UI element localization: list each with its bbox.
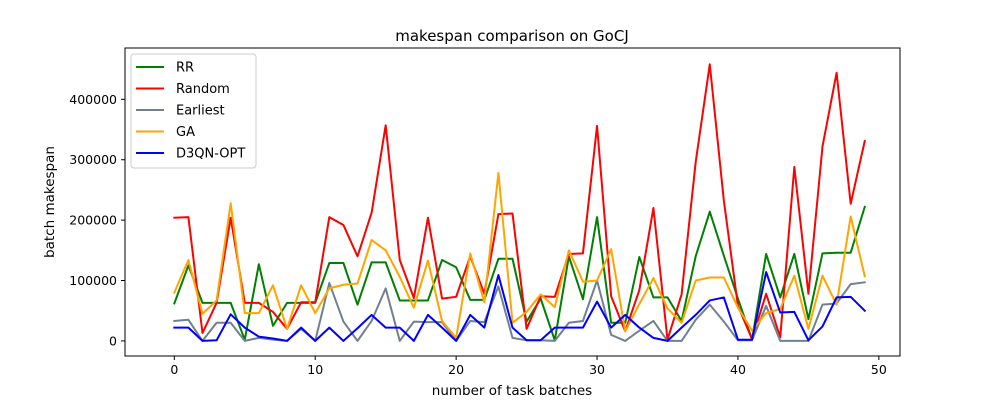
legend-box — [130, 53, 257, 169]
legend-label-0: RR — [176, 61, 194, 76]
legend-label-4: D3QN-OPT — [176, 147, 245, 162]
x-tick-label: 10 — [307, 362, 323, 377]
x-tick-label: 0 — [170, 362, 178, 377]
x-tick-label: 20 — [448, 362, 464, 377]
axes-frame — [124, 47, 901, 357]
legend-label-2: Earliest — [176, 104, 225, 119]
series-line-3 — [173, 172, 866, 339]
legend: RR Random Earliest GA D3QN-OPT — [130, 53, 257, 169]
x-tick-label: 50 — [871, 362, 887, 377]
y-tick-label: 400000 — [69, 92, 117, 107]
x-tick-label: 30 — [589, 362, 605, 377]
y-tick-label: 200000 — [69, 213, 117, 228]
y-axis: 0 100000 200000 300000 400000 — [69, 92, 125, 348]
legend-label-1: Random — [176, 82, 230, 97]
y-axis-label: batch makespan — [42, 146, 58, 258]
y-tick-label: 300000 — [69, 152, 117, 167]
x-axis-label: number of task batches — [432, 383, 592, 399]
x-axis: 0 10 20 30 40 50 — [170, 356, 887, 377]
y-tick-label: 0 — [109, 333, 117, 348]
series-line-4 — [173, 271, 867, 342]
x-tick-label: 40 — [730, 362, 746, 377]
chart-title: makespan comparison on GoCJ — [395, 27, 629, 45]
legend-label-3: GA — [176, 125, 195, 140]
y-tick-label: 100000 — [69, 273, 117, 288]
plot-area — [173, 63, 867, 342]
